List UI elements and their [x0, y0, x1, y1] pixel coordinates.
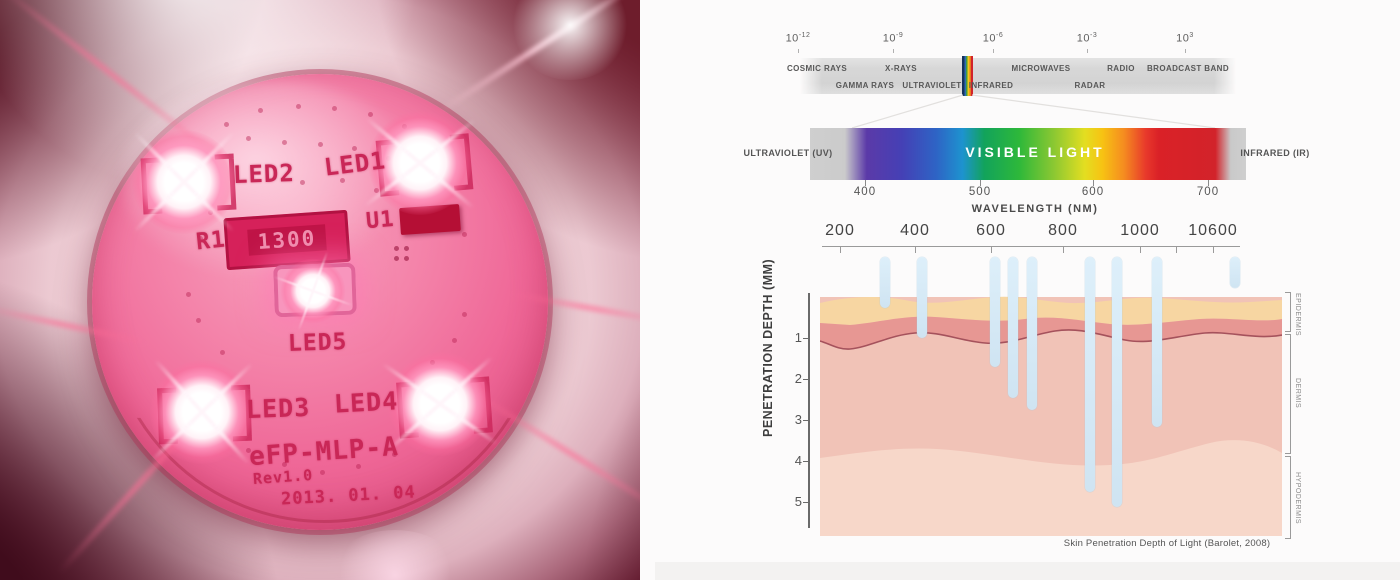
- penetration-bar-870nm: [1085, 257, 1095, 492]
- em-spectrum-band: [800, 58, 1236, 94]
- wavelength-tick-label: 400: [853, 186, 877, 198]
- wavelength-tick: [1093, 180, 1094, 186]
- pen-x-axis: [822, 246, 1240, 247]
- pcb-via-dots: [0, 0, 5, 5]
- em-band-label: COSMIC RAYS: [786, 64, 848, 73]
- pen-y-tick: [803, 338, 808, 339]
- penetration-bar-10600nm: [1230, 257, 1240, 288]
- resistor-r1: 1300: [223, 209, 351, 271]
- em-exponent: 103: [1176, 32, 1194, 45]
- pen-x-axis-tick: [991, 247, 992, 253]
- pen-y-tick-label: 4: [794, 453, 802, 468]
- chart-caption: Skin Penetration Depth of Light (Barolet…: [1063, 538, 1271, 549]
- pen-x-tick-label: 400: [900, 222, 930, 239]
- pen-x-axis-tick: [1063, 247, 1064, 253]
- corner-flare: [510, 0, 630, 80]
- pen-y-tick-label: 2: [794, 371, 802, 386]
- led5-label: LED5: [287, 328, 348, 358]
- wavelength-tick: [1208, 180, 1209, 186]
- pen-y-axis: [808, 293, 810, 528]
- epidermis-bracket: [1285, 292, 1291, 332]
- pen-y-axis-label: PENETRATION DEPTH (MM): [761, 258, 775, 437]
- em-exponent-tick: [1087, 49, 1088, 53]
- resistor-marking: 1300: [246, 224, 328, 256]
- pen-x-axis-tick: [1176, 247, 1177, 253]
- light-ray: [466, 386, 640, 520]
- pen-y-tick: [803, 420, 808, 421]
- wavelength-axis-label: WAVELENGTH (NM): [971, 203, 1099, 215]
- pcb-photo: 1300 LED2 LED1 R1 U1 LED5 LED3 LED4 eFP-…: [0, 0, 640, 580]
- pen-x-axis-tick: [915, 247, 916, 253]
- zoom-connector-lines: [851, 94, 1216, 129]
- panel-bottom-strip: [655, 562, 1400, 580]
- led2-label: LED2: [232, 158, 296, 190]
- penetration-bar-700nm: [1027, 257, 1037, 410]
- skin-cross-section: [820, 296, 1282, 536]
- led4-label: LED4: [333, 386, 399, 419]
- epidermis-label: EPIDERMIS: [1294, 293, 1301, 337]
- visible-light-title: VISIBLE LIGHT: [965, 144, 1105, 160]
- penetration-bar-940nm: [1112, 257, 1122, 507]
- pen-x-tick-label: 1000: [1120, 222, 1160, 239]
- dermis-bracket: [1285, 334, 1291, 454]
- em-exponent: 10-9: [882, 32, 904, 45]
- hypodermis-bracket: [1285, 456, 1291, 539]
- pen-y-tick-label: 5: [794, 494, 802, 509]
- em-exponent: 10-12: [785, 32, 811, 45]
- em-band-label: MICROWAVES: [1011, 64, 1071, 73]
- penetration-bar-610nm: [990, 257, 1000, 367]
- pen-x-axis-tick: [1140, 247, 1141, 253]
- em-band-label: INFRARED: [968, 81, 1014, 90]
- pen-x-axis-tick: [1213, 247, 1214, 253]
- led3-label: LED3: [245, 392, 311, 425]
- uv-side-label: ULTRAVIOLET (UV): [743, 148, 833, 158]
- penetration-bar-420nm: [917, 257, 927, 338]
- pen-x-tick-label: 200: [825, 222, 855, 239]
- visible-light-band: [810, 128, 1246, 180]
- penetration-bar-660nm: [1008, 257, 1018, 398]
- visible-light-slit: [962, 56, 973, 96]
- wavelength-tick-label: 600: [1081, 186, 1105, 198]
- em-band-label: GAMMA RAYS: [835, 81, 895, 90]
- pen-x-tick-label: 10600: [1188, 222, 1238, 239]
- em-band-label: RADIO: [1107, 64, 1135, 73]
- em-exponent-tick: [798, 49, 799, 53]
- r1-label: R1: [194, 226, 227, 256]
- em-exponent-tick: [1185, 49, 1186, 53]
- bottom-flare: [330, 530, 460, 580]
- wavelength-tick: [980, 180, 981, 186]
- dermis-label: DERMIS: [1294, 378, 1301, 409]
- wavelength-tick-label: 700: [1196, 186, 1220, 198]
- em-exponent: 10-6: [982, 32, 1004, 45]
- spectrum-diagram-panel: 10-12 10-9 10-6 10-3 103 COSMIC RAYS X-R…: [640, 0, 1400, 580]
- ir-side-label: INFRARED (IR): [1240, 148, 1310, 158]
- hypodermis-label: HYPODERMIS: [1294, 472, 1301, 525]
- penetration-bar-1064nm: [1152, 257, 1162, 427]
- pcb-inner-arc: [122, 417, 526, 523]
- pen-y-tick-label: 3: [794, 412, 802, 427]
- em-band-label: BROADCAST BAND: [1146, 64, 1230, 73]
- em-exponent-tick: [893, 49, 894, 53]
- em-exponent: 10-3: [1076, 32, 1098, 45]
- penetration-bar-320nm: [880, 257, 890, 308]
- pen-y-tick: [803, 461, 808, 462]
- pen-y-tick: [803, 379, 808, 380]
- pen-x-axis-tick: [840, 247, 841, 253]
- u1-label: U1: [364, 206, 396, 235]
- em-band-label: ULTRAVIOLET: [902, 81, 962, 90]
- wavelength-tick: [865, 180, 866, 186]
- wavelength-tick-label: 500: [968, 186, 992, 198]
- em-band-label: RADAR: [1074, 81, 1106, 90]
- pen-y-tick-label: 1: [794, 330, 802, 345]
- em-band-label: X-RAYS: [885, 64, 917, 73]
- pen-y-tick: [803, 502, 808, 503]
- em-exponent-tick: [993, 49, 994, 53]
- pen-x-tick-label: 800: [1048, 222, 1078, 239]
- pen-x-tick-label: 600: [976, 222, 1006, 239]
